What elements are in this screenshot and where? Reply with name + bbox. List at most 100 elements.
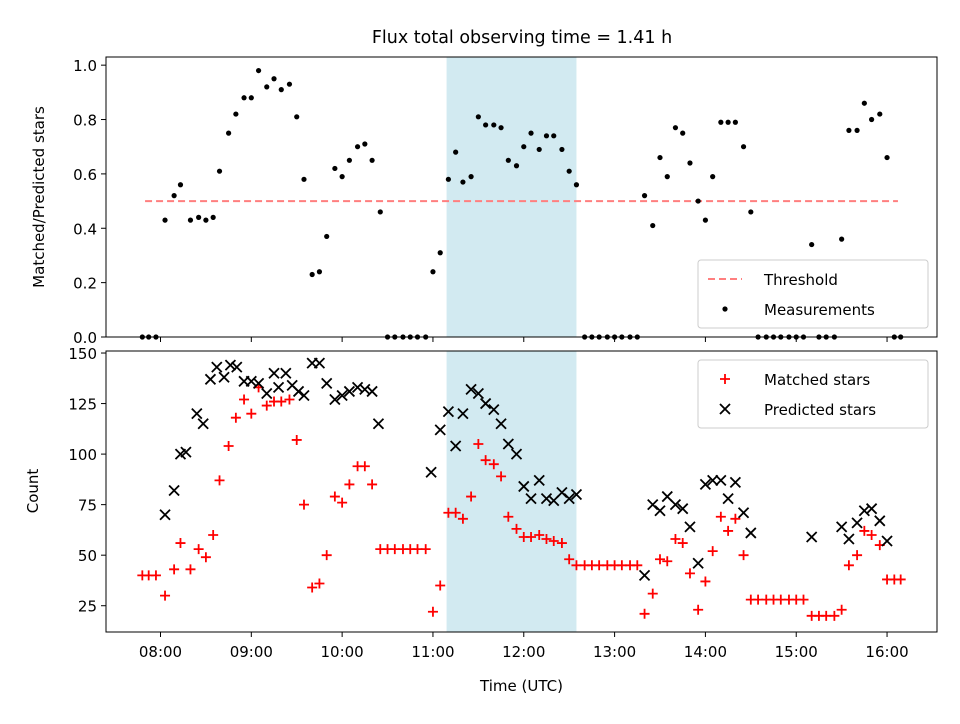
measurement-point <box>339 174 345 180</box>
matched-star-point <box>291 434 302 445</box>
matched-star-point <box>541 534 552 545</box>
matched-star-point <box>715 511 726 522</box>
matched-star-point <box>185 564 196 575</box>
legend-measurement-swatch <box>722 306 728 312</box>
measurement-point <box>861 100 867 106</box>
measurement-point <box>362 141 368 147</box>
predicted-star-point <box>858 505 870 517</box>
measurement-point <box>732 119 738 125</box>
matched-star-point <box>526 531 537 542</box>
predicted-star-point <box>479 397 492 410</box>
matched-star-point <box>730 513 741 524</box>
predicted-star-point <box>699 478 712 491</box>
measurement-point <box>468 174 474 180</box>
measurement-point <box>216 168 223 174</box>
matched-star-point <box>175 538 186 549</box>
matched-star-point <box>321 550 332 561</box>
matched-star-point <box>160 590 171 601</box>
legend: Threshold Measurements <box>697 259 929 329</box>
measurement-point <box>162 217 168 223</box>
highlight-span <box>446 351 577 632</box>
predicted-star-point <box>540 492 553 505</box>
measurement-point <box>846 127 852 133</box>
measurement-point <box>657 154 663 161</box>
axes-frame <box>105 56 938 338</box>
measurement-point <box>702 217 709 223</box>
measurement-point <box>241 95 247 101</box>
y-tick-label: 0.0 <box>73 329 97 347</box>
measurement-point <box>521 144 527 150</box>
measurement-point <box>869 116 875 123</box>
matched-star-point <box>193 544 204 555</box>
measurement-point <box>725 119 731 125</box>
x-axis-label: Time (UTC) <box>479 677 563 695</box>
measurement-point <box>710 174 716 180</box>
predicted-star-point <box>729 476 742 489</box>
measurement-point <box>294 114 300 120</box>
measurement-point <box>324 233 330 240</box>
measurement-point <box>839 236 845 242</box>
measurement-point <box>740 144 747 150</box>
predicted-star-point <box>457 408 469 420</box>
y-tick-label: 1.0 <box>73 57 97 75</box>
measurement-point <box>573 182 580 188</box>
predicted-star-point <box>298 389 310 402</box>
x-tick-label: 16:00 <box>865 643 908 661</box>
y-tick-label: 0.2 <box>73 275 97 293</box>
predicted-star-point <box>510 448 523 460</box>
measurement-point <box>226 130 232 136</box>
matched-star-point <box>511 523 522 534</box>
matched-star-point <box>707 546 718 557</box>
predicted-star-point <box>336 389 348 402</box>
predicted-star-point <box>638 569 651 582</box>
predicted-star-point <box>343 385 356 398</box>
measurement-point <box>286 81 293 87</box>
measurement-point <box>718 119 724 125</box>
matched-star-point <box>200 552 211 563</box>
measurement-point <box>346 157 352 163</box>
y-tick-label: 50 <box>78 547 97 565</box>
x-tick-label: 15:00 <box>775 643 818 661</box>
predicted-star-point <box>525 492 537 505</box>
matched-star-point <box>503 511 514 522</box>
measurement-point <box>491 122 497 128</box>
measurement-point <box>177 182 184 188</box>
matched-star-point <box>852 550 863 561</box>
measurement-point <box>483 122 489 128</box>
predicted-star-point <box>669 499 682 511</box>
predicted-star-point <box>159 509 171 521</box>
matched-star-point <box>632 560 643 571</box>
highlight-span <box>446 57 577 337</box>
predicted-star-point <box>518 480 530 493</box>
matched-star-point <box>208 529 219 540</box>
matched-star-point <box>496 471 507 482</box>
predicted-star-point <box>191 408 203 420</box>
predicted-star-point <box>245 375 257 387</box>
matched-star-point <box>693 604 704 615</box>
measurement-point <box>505 157 511 163</box>
measurement-point <box>430 269 436 275</box>
y-tick-label: 25 <box>78 598 97 616</box>
predicted-star-point <box>168 484 180 497</box>
matched-star-point <box>534 529 545 540</box>
y-tick-label: 75 <box>78 497 97 515</box>
y-tick-label: 0.6 <box>73 166 97 184</box>
predicted-star-point <box>292 385 305 398</box>
predicted-star-point <box>359 383 371 396</box>
matched-star-point <box>480 455 491 466</box>
matched-star-point <box>450 507 461 518</box>
y-axis-label: Matched/Predicted stars <box>30 106 48 288</box>
matched-star-point <box>466 491 477 502</box>
matched-star-point <box>738 550 749 561</box>
matched-star-point <box>798 594 809 605</box>
matched-star-point <box>150 570 161 581</box>
top-panel: 0.0 0.2 0.4 0.6 0.8 1.0 Matched/Predicted star… <box>30 56 938 347</box>
measurement-point <box>680 130 686 136</box>
matched-star-point <box>276 396 287 407</box>
predicted-star-point <box>495 418 507 430</box>
matched-star-point <box>367 479 378 490</box>
x-tick-label: 12:00 <box>502 643 545 661</box>
predicted-star-point <box>218 371 230 383</box>
y-tick-label: 100 <box>68 446 97 464</box>
